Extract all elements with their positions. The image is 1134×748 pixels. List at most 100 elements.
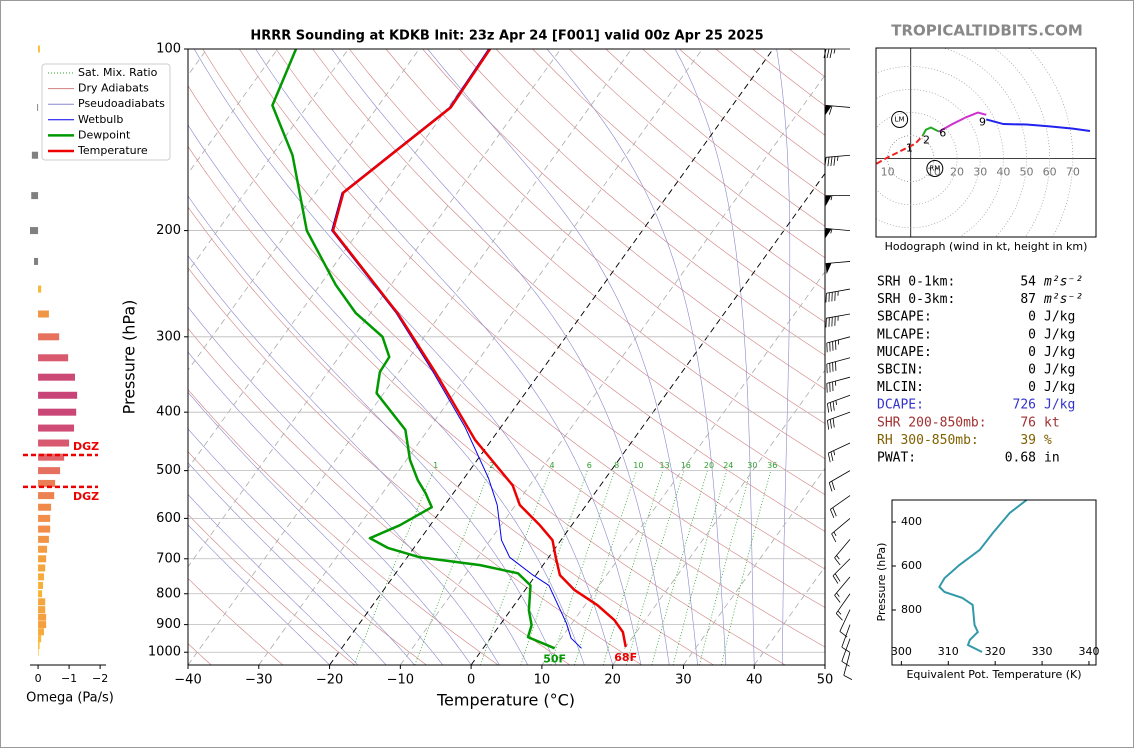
mixing-ratio-label: 10 — [633, 461, 643, 470]
y-tick-label: 800 — [156, 586, 181, 601]
stat-unit: J/kg — [1044, 345, 1075, 360]
omega-bar — [38, 573, 44, 581]
hodo-ring — [1028, 48, 1074, 237]
highlight-isotherm — [329, 49, 774, 665]
pseudoadiabat — [188, 524, 330, 665]
chart-title: HRRR Sounding at KDKB Init: 23z Apr 24 [… — [250, 29, 763, 44]
y-tick-label: 100 — [156, 42, 181, 57]
wind-barb — [834, 576, 851, 603]
stat-label: MLCIN: — [877, 380, 924, 395]
hodo-trace — [876, 134, 924, 165]
stat-label: MUCAPE: — [877, 345, 932, 360]
y-tick-label: 700 — [156, 551, 181, 566]
dry-adiabat — [312, 49, 825, 496]
stat-unit: m²s⁻² — [1043, 275, 1083, 290]
isotherm — [188, 49, 208, 76]
pseudoadiabat — [188, 195, 557, 665]
omega-bar — [38, 535, 49, 543]
wind-barb — [825, 195, 850, 207]
pseudoadiabat — [188, 391, 444, 665]
pseudoadiabat — [188, 462, 387, 665]
pseudoadiabat — [188, 306, 500, 665]
mixing-ratio-line — [699, 470, 752, 665]
theta-frame — [891, 499, 1097, 666]
dgz-label: DGZ — [73, 490, 99, 503]
wind-barb — [824, 104, 851, 116]
legend-label: Sat. Mix. Ratio — [78, 66, 158, 79]
stat-unit: J/kg — [1044, 310, 1075, 325]
y-tick-label: 200 — [156, 223, 181, 238]
pseudoadiabat — [188, 428, 415, 665]
hodo-tick-label: 40 — [996, 166, 1010, 179]
omega-x-tick-label: −1 — [61, 672, 77, 685]
skewt-axes: −40 −30 −20 −10 0 10 20 30 40 50 100 200 300 400 500 60… — [148, 42, 833, 688]
wind-barb — [831, 518, 851, 543]
stat-unit: J/kg — [1044, 363, 1075, 378]
stat-unit: J/kg — [1044, 327, 1075, 342]
omega-bar — [38, 545, 48, 553]
wind-barb — [834, 539, 851, 566]
stat-value: 0 — [1028, 363, 1036, 378]
omega-bar — [38, 642, 40, 650]
wind-barb — [824, 154, 851, 167]
x-tick-label: 50 — [817, 673, 834, 688]
omega-bar — [30, 227, 39, 235]
stat-value: 0 — [1028, 380, 1036, 395]
mixing-ratio-line — [672, 470, 728, 665]
stat-label: SRH 0-1km: — [877, 275, 955, 290]
storm-motion — [926, 160, 944, 178]
isotherm — [188, 49, 562, 568]
dry-adiabat — [188, 327, 571, 665]
storm-motion-label: LM — [895, 115, 905, 123]
profile-line — [331, 49, 627, 648]
hodo-tick-label: 50 — [1020, 166, 1034, 179]
omega-bar — [38, 613, 47, 621]
stat-value: 87 — [1020, 292, 1036, 307]
theta-x-tick-label: 320 — [985, 645, 1006, 658]
pseudoadiabat — [188, 494, 359, 665]
pseudoadiabat — [188, 255, 528, 665]
surface-label: 68F — [614, 651, 637, 664]
pseudoadiabat — [674, 49, 755, 665]
stat-label: PWAT: — [877, 451, 916, 466]
hodo-ring — [876, 112, 958, 206]
dry-adiabat — [188, 145, 786, 665]
theta-x-tick-label: 310 — [938, 645, 959, 658]
pseudoadiabat — [255, 49, 642, 665]
wind-barb — [825, 288, 851, 303]
mixing-ratio-line — [602, 470, 664, 665]
hodo-tick-label: 70 — [1066, 166, 1080, 179]
theta-y-tick-label: 400 — [901, 515, 922, 528]
stat-unit: J/kg — [1044, 380, 1075, 395]
wind-barb — [832, 558, 851, 584]
hodo-tick-label: 60 — [1043, 166, 1057, 179]
omega-bar — [38, 439, 70, 447]
dry-adiabat — [422, 49, 825, 390]
omega-bar — [38, 606, 46, 614]
omega-bar — [38, 408, 77, 416]
stat-value: 76 — [1020, 415, 1036, 430]
stat-unit: in — [1044, 451, 1060, 466]
omega-x-label: Omega (Pa/s) — [26, 691, 114, 706]
wind-barb — [827, 442, 851, 463]
stat-value: 39 — [1020, 433, 1036, 448]
wind-barb — [824, 228, 851, 239]
stat-label: SHR 200-850mb: — [877, 415, 987, 430]
wind-barb — [835, 593, 851, 621]
stat-label: RH 300-850mb: — [877, 433, 979, 448]
stat-value: 0 — [1028, 345, 1036, 360]
theta-y-tick-label: 600 — [901, 559, 922, 572]
x-tick-label: 40 — [746, 673, 763, 688]
legend-label: Dewpoint — [78, 128, 131, 141]
wind-barb — [843, 652, 853, 681]
isotherm-grid-line — [683, 467, 825, 665]
wind-barbs — [823, 48, 853, 681]
omega-bar — [34, 257, 39, 265]
profile-line — [331, 49, 582, 649]
height-label: 1 — [906, 142, 913, 155]
wind-barb — [825, 261, 851, 275]
skewt-plot: 1 2 4 6 8 10 13 16 20 24 30 36 — [188, 49, 825, 665]
